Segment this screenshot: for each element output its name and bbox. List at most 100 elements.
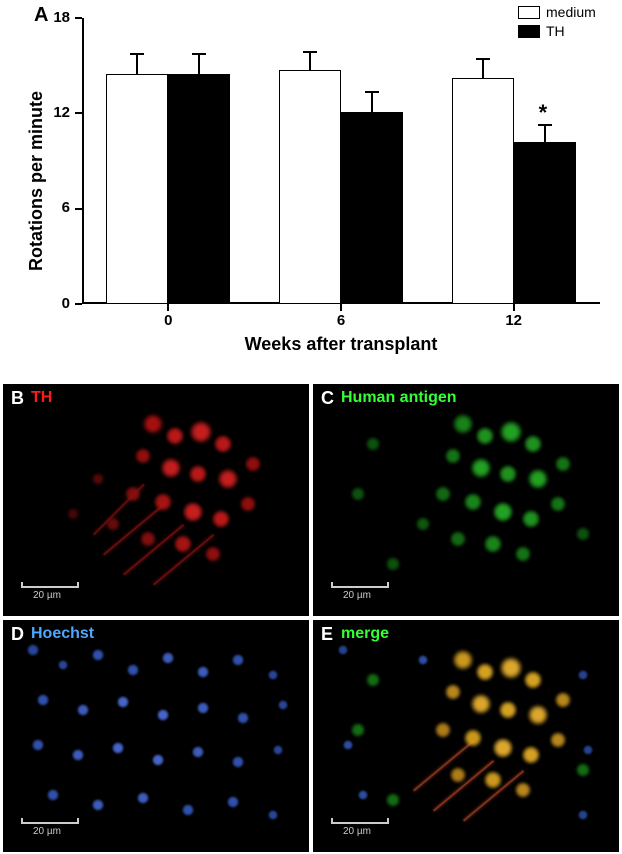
scalebar-label: 20 µm	[343, 590, 371, 601]
chart-xticklabel: 0	[138, 312, 198, 329]
chart-xtick	[167, 304, 169, 311]
fluorescent-cell	[528, 705, 548, 725]
fluorescent-cell	[240, 496, 256, 512]
scalebar-tick	[21, 818, 23, 824]
fluorescent-cell	[500, 421, 522, 443]
chart-errorbar	[136, 53, 138, 74]
fluorescent-cell	[471, 458, 491, 478]
fluorescent-cell	[92, 473, 104, 485]
fluorescent-cell	[524, 671, 542, 689]
panel-a: A Rotations per minute 0612180612* Weeks…	[0, 0, 622, 380]
legend-label: medium	[546, 4, 596, 20]
fluorescent-cell	[493, 738, 513, 758]
fluorescent-cell	[143, 414, 163, 434]
scalebar-label: 20 µm	[33, 826, 61, 837]
fluorescent-cell	[154, 493, 172, 511]
fluorescent-cell	[162, 652, 174, 664]
fluorescent-cell	[218, 469, 238, 489]
fluorescent-cell	[135, 448, 151, 464]
scalebar-tick	[21, 582, 23, 588]
chart-y-axis	[82, 18, 84, 304]
chart-errorbar	[371, 91, 373, 112]
scalebar-line	[21, 822, 79, 824]
fluorescent-cell	[522, 746, 540, 764]
chart-xticklabel: 6	[311, 312, 371, 329]
chart-bar	[514, 142, 576, 304]
scalebar-tick	[331, 582, 333, 588]
fluorescent-cell	[161, 458, 181, 478]
chart-xtick	[513, 304, 515, 311]
fluorescent-cell	[435, 722, 451, 738]
chart-yticklabel: 6	[38, 199, 70, 216]
fluorescent-cell	[450, 767, 466, 783]
fluorescent-cell	[476, 663, 494, 681]
chart-errorbar	[309, 51, 311, 70]
fluorescent-cell	[273, 745, 283, 755]
fluorescent-cell	[232, 654, 244, 666]
scalebar-tick	[331, 818, 333, 824]
fluorescent-cell	[106, 517, 120, 531]
fluorescent-cell	[112, 742, 124, 754]
panel-letter: B	[11, 388, 24, 409]
fluorescent-cell	[484, 771, 502, 789]
scalebar-label: 20 µm	[33, 590, 61, 601]
panel-e: Emerge20 µm	[313, 620, 619, 852]
fluorescent-cell	[450, 531, 466, 547]
chart-yticklabel: 12	[38, 104, 70, 121]
fluorescent-cell	[476, 427, 494, 445]
fluorescent-cell	[92, 649, 104, 661]
fluorescent-cell	[499, 701, 517, 719]
panel-caption: Hoechst	[31, 625, 94, 643]
fluorescent-cell	[182, 804, 194, 816]
fluorescent-cell	[92, 799, 104, 811]
fluorescent-cell	[192, 746, 204, 758]
chart-errorcap	[192, 53, 206, 55]
panel-caption: TH	[31, 389, 52, 407]
fluorescent-cell	[351, 487, 365, 501]
fluorescent-cell	[528, 469, 548, 489]
fluorescent-cell	[464, 493, 482, 511]
chart-bar	[106, 74, 168, 304]
scalebar-tick	[77, 818, 79, 824]
fluorescent-cell	[183, 502, 203, 522]
fluorescent-cell	[137, 792, 149, 804]
fluorescent-cell	[500, 657, 522, 679]
chart-yticklabel: 0	[38, 295, 70, 312]
fluorescent-cell	[555, 692, 571, 708]
fluorescent-cell	[127, 664, 139, 676]
fluorescent-cell	[212, 510, 230, 528]
scalebar-tick	[77, 582, 79, 588]
chart-errorbar	[544, 124, 546, 141]
fluorescent-cell	[416, 517, 430, 531]
chart-sig-marker: *	[539, 100, 548, 126]
chart-ytick	[75, 208, 82, 210]
fluorescent-cell	[515, 546, 531, 562]
scalebar-tick	[387, 818, 389, 824]
scalebar-line	[331, 586, 389, 588]
panel-letter: E	[321, 624, 333, 645]
fluorescent-cell	[453, 414, 473, 434]
fluorescent-cell	[522, 510, 540, 528]
fluorescent-cell	[72, 749, 84, 761]
panel-caption: merge	[341, 625, 389, 643]
fluorescent-cell	[515, 782, 531, 798]
chart-errorbar	[482, 58, 484, 79]
fluorescent-cell	[27, 644, 39, 656]
chart-plot-area: 0612180612*	[82, 18, 600, 304]
chart-bar	[452, 78, 514, 304]
chart-bar	[341, 112, 403, 304]
chart-errorcap	[476, 58, 490, 60]
fluorescent-cell	[484, 535, 502, 553]
fluorescent-cell	[358, 790, 368, 800]
legend-swatch	[518, 6, 540, 19]
chart-errorcap	[365, 91, 379, 93]
fluorescent-cell	[418, 655, 428, 665]
fluorescent-cell	[471, 694, 491, 714]
panel-d: DHoechst20 µm	[3, 620, 309, 852]
chart-errorcap	[130, 53, 144, 55]
fluorescent-cell	[37, 694, 49, 706]
fluorescent-cell	[550, 496, 566, 512]
fluorescent-cell	[435, 486, 451, 502]
fluorescent-cell	[237, 712, 249, 724]
fluorescent-cell	[366, 437, 380, 451]
